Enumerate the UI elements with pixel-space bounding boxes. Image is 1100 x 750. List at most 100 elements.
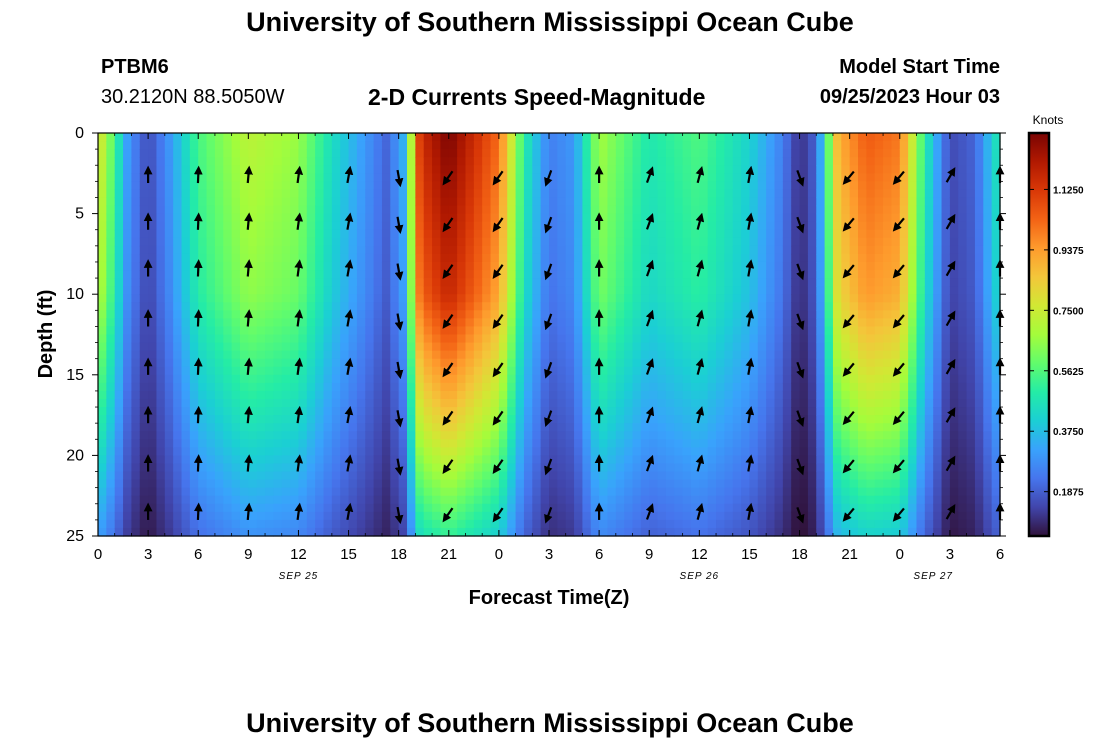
heatmap-cell — [749, 390, 759, 400]
heatmap-cell — [716, 221, 725, 231]
heatmap-cell — [774, 431, 784, 440]
heatmap-cell — [256, 157, 266, 166]
heatmap-cell — [699, 141, 709, 150]
heatmap-cell — [457, 495, 467, 505]
heatmap-cell — [123, 133, 133, 142]
heatmap-cell — [649, 398, 659, 408]
heatmap-cell — [507, 302, 517, 311]
heatmap-cell — [114, 342, 124, 352]
heatmap-cell — [415, 141, 425, 150]
heatmap-cell — [206, 278, 216, 287]
heatmap-cell — [290, 463, 300, 473]
heatmap-cell — [824, 173, 834, 182]
heatmap-cell — [123, 398, 133, 408]
heatmap-cell — [582, 390, 592, 400]
heatmap-cell — [164, 423, 174, 432]
heatmap-cell — [156, 165, 166, 174]
heatmap-cell — [315, 294, 325, 303]
heatmap-cell — [749, 463, 759, 473]
heatmap-cell — [98, 471, 107, 481]
heatmap-cell — [131, 495, 141, 505]
heatmap-cell — [549, 181, 558, 191]
heatmap-cell — [532, 157, 542, 166]
heatmap-cell — [156, 342, 166, 352]
heatmap-cell — [674, 519, 684, 529]
heatmap-cell — [457, 310, 467, 319]
heatmap-cell — [139, 149, 149, 158]
heatmap-cell — [682, 310, 692, 319]
heatmap-cell — [523, 390, 533, 400]
heatmap-cell — [198, 390, 208, 400]
heatmap-cell — [523, 261, 533, 271]
heatmap-cell — [632, 157, 642, 166]
heatmap-cell — [732, 205, 742, 215]
heatmap-cell — [340, 245, 350, 255]
heatmap-cell — [231, 165, 241, 174]
heatmap-cell — [741, 439, 751, 448]
heatmap-cell — [390, 382, 400, 392]
heatmap-cell — [782, 149, 792, 158]
heatmap-cell — [473, 487, 483, 497]
heatmap-cell — [407, 213, 416, 223]
heatmap-cell — [114, 294, 124, 303]
heatmap-cell — [607, 270, 617, 279]
heatmap-cell — [457, 165, 467, 174]
heatmap-cell — [924, 447, 934, 456]
heatmap-cell — [799, 390, 809, 400]
heatmap-cell — [832, 471, 842, 481]
heatmap-cell — [223, 374, 233, 384]
heatmap-cell — [757, 237, 767, 247]
heatmap-cell — [123, 390, 133, 400]
heatmap-cell — [315, 358, 325, 368]
heatmap-cell — [482, 141, 492, 150]
heatmap-cell — [599, 253, 609, 263]
heatmap-cell — [632, 423, 642, 432]
heatmap-cell — [281, 173, 291, 182]
heatmap-cell — [816, 189, 826, 199]
heatmap-cell — [682, 382, 692, 392]
heatmap-cell — [574, 503, 584, 513]
heatmap-cell — [858, 133, 867, 142]
heatmap-cell — [198, 350, 208, 360]
heatmap-cell — [390, 133, 400, 142]
heatmap-cell — [924, 213, 934, 223]
heatmap-cell — [824, 326, 834, 336]
heatmap-cell — [766, 326, 776, 336]
heatmap-cell — [398, 286, 408, 295]
heatmap-cell — [323, 213, 333, 223]
heatmap-cell — [582, 205, 592, 215]
heatmap-cell — [290, 495, 300, 505]
heatmap-cell — [381, 398, 391, 408]
heatmap-cell — [315, 334, 325, 344]
heatmap-cell — [98, 165, 107, 174]
heatmap-cell — [507, 294, 517, 303]
heatmap-cell — [782, 141, 792, 150]
heatmap-cell — [657, 278, 667, 287]
heatmap-cell — [248, 479, 258, 489]
heatmap-cell — [256, 133, 266, 142]
heatmap-cell — [607, 455, 617, 465]
heatmap-cell — [356, 487, 366, 497]
heatmap-cell — [381, 253, 391, 263]
heatmap-cell — [390, 278, 400, 287]
heatmap-cell — [432, 374, 442, 384]
heatmap-cell — [766, 511, 776, 521]
heatmap-cell — [381, 471, 391, 481]
heatmap-cell — [381, 334, 391, 344]
heatmap-cell — [682, 479, 692, 489]
heatmap-cell — [540, 141, 550, 150]
heatmap-cell — [98, 302, 107, 311]
heatmap-cell — [590, 157, 600, 166]
heatmap-cell — [457, 527, 467, 537]
heatmap-cell — [198, 229, 208, 239]
heatmap-cell — [206, 342, 216, 352]
heatmap-cell — [874, 253, 884, 263]
heatmap-cell — [766, 487, 776, 497]
heatmap-cell — [181, 149, 191, 158]
heatmap-cell — [356, 165, 366, 174]
heatmap-cell — [306, 157, 316, 166]
heatmap-cell — [348, 342, 358, 352]
heatmap-cell — [515, 487, 525, 497]
heatmap-cell — [883, 479, 893, 489]
heatmap-cell — [924, 229, 934, 239]
